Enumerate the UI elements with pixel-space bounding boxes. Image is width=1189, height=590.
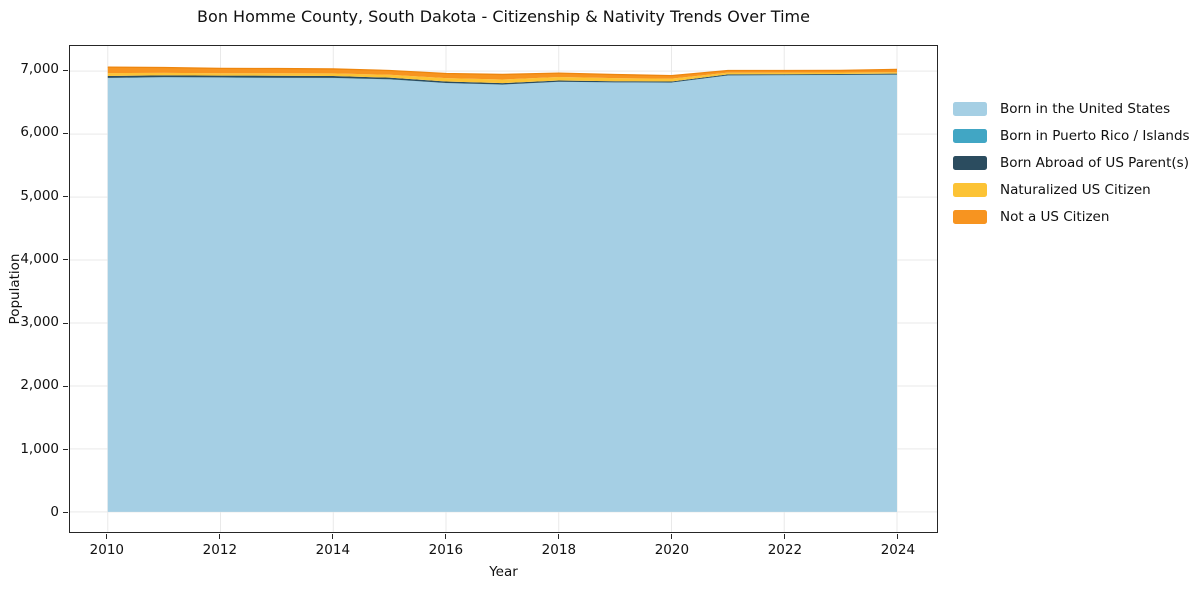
- x-tick-label: 2014: [315, 542, 351, 558]
- y-tick-mark: [63, 259, 68, 261]
- area-born-abroad-of-us-parent-s: [107, 73, 897, 85]
- y-tick-label: 6,000: [20, 124, 59, 141]
- x-tick-label: 2010: [89, 542, 125, 558]
- y-tick-mark: [63, 196, 68, 198]
- x-tick-label: 2016: [428, 542, 464, 558]
- legend: Born in the United States Born in Puerto …: [953, 100, 1189, 225]
- legend-swatch: [953, 155, 987, 170]
- area-born-in-the-united-states: [107, 74, 897, 512]
- y-tick-mark: [63, 69, 68, 71]
- y-tick-mark: [63, 449, 68, 451]
- x-tick-mark: [332, 534, 334, 539]
- chart-title: Bon Homme County, South Dakota - Citizen…: [197, 7, 810, 26]
- legend-label: Born Abroad of US Parent(s): [1000, 154, 1189, 171]
- legend-label: Naturalized US Citizen: [1000, 181, 1151, 198]
- x-tick-mark: [671, 534, 673, 539]
- y-tick-mark: [63, 322, 68, 324]
- x-tick-label: 2012: [202, 542, 238, 558]
- legend-label: Not a US Citizen: [1000, 208, 1110, 225]
- legend-item-born-abroad-of-us-parent-s: Born Abroad of US Parent(s): [953, 154, 1189, 171]
- y-tick-mark: [63, 512, 68, 514]
- y-tick-label: 3,000: [20, 314, 59, 331]
- plot-area: [69, 45, 938, 533]
- y-tick-label: 0: [50, 503, 59, 520]
- stack-top-edge: [107, 66, 897, 77]
- x-tick-mark: [558, 534, 560, 539]
- legend-item-born-in-puerto-rico-islands: Born in Puerto Rico / Islands: [953, 127, 1189, 144]
- x-axis-title: Year: [489, 564, 518, 580]
- x-tick-mark: [784, 534, 786, 539]
- y-tick-label: 5,000: [20, 187, 59, 204]
- stacked-area-chart-canvas: [70, 46, 937, 532]
- y-tick-mark: [63, 132, 68, 134]
- x-tick-mark: [106, 534, 108, 539]
- y-tick-label: 1,000: [20, 440, 59, 457]
- x-tick-label: 2020: [654, 542, 690, 558]
- legend-swatch: [953, 101, 987, 116]
- legend-item-naturalized-us-citizen: Naturalized US Citizen: [953, 181, 1189, 198]
- x-tick-label: 2024: [880, 542, 916, 558]
- legend-label: Born in the United States: [1000, 100, 1171, 117]
- legend-label: Born in Puerto Rico / Islands: [1000, 127, 1189, 144]
- legend-swatch: [953, 128, 987, 143]
- legend-swatch: [953, 182, 987, 197]
- legend-item-born-in-the-united-states: Born in the United States: [953, 100, 1189, 117]
- area-not-a-us-citizen: [107, 67, 897, 80]
- x-tick-label: 2018: [541, 542, 577, 558]
- y-tick-label: 2,000: [20, 377, 59, 394]
- legend-item-not-a-us-citizen: Not a US Citizen: [953, 208, 1189, 225]
- y-tick-mark: [63, 385, 68, 387]
- y-tick-label: 7,000: [20, 61, 59, 78]
- x-tick-mark: [445, 534, 447, 539]
- x-tick-label: 2022: [767, 542, 803, 558]
- legend-swatch: [953, 209, 987, 224]
- y-tick-label: 4,000: [20, 250, 59, 267]
- x-tick-mark: [219, 534, 221, 539]
- area-naturalized-us-citizen: [107, 72, 897, 84]
- x-tick-mark: [897, 534, 899, 539]
